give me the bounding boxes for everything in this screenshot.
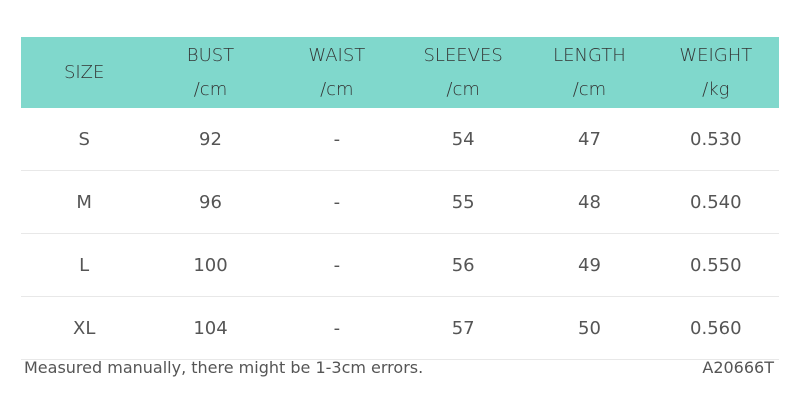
table-cell: 100 bbox=[193, 254, 228, 276]
table-row: L 100 - 56 49 0.550 bbox=[21, 234, 779, 297]
table-cell: 56 bbox=[451, 254, 475, 276]
column-unit: /cm bbox=[193, 78, 228, 100]
table-cell: S bbox=[78, 128, 90, 150]
measurement-note: Measured manually, there might be 1-3cm … bbox=[24, 358, 424, 377]
product-code: A20666T bbox=[702, 358, 774, 377]
column-unit: /cm bbox=[320, 78, 354, 100]
table-cell: 0.540 bbox=[690, 191, 742, 213]
footer: Measured manually, there might be 1-3cm … bbox=[24, 358, 774, 377]
table-cell: 104 bbox=[193, 317, 228, 339]
table-cell: 55 bbox=[451, 191, 475, 213]
table-body: S 92 - 54 47 0.530 M 96 - 55 48 0.540 L 100 - 56 49 0.550… bbox=[21, 108, 779, 360]
column-label: SLEEVES bbox=[423, 44, 503, 66]
column-header: WAIST/cm bbox=[274, 37, 400, 108]
table-cell: 47 bbox=[578, 128, 601, 150]
table-cell: - bbox=[333, 317, 341, 339]
table-cell: 57 bbox=[451, 317, 475, 339]
column-header: BUST/cm bbox=[147, 37, 273, 108]
table-cell: 92 bbox=[199, 128, 222, 150]
column-label: BUST bbox=[186, 44, 235, 66]
size-chart-table: SIZE BUST/cm WAIST/cm SLEEVES/cm LENGTH/cm WE… bbox=[21, 37, 779, 360]
column-header: WEIGHT/kg bbox=[653, 37, 779, 108]
table-cell: 0.560 bbox=[690, 317, 742, 339]
column-unit: /cm bbox=[572, 78, 607, 100]
table-cell: 54 bbox=[451, 128, 475, 150]
column-header: LENGTH/cm bbox=[526, 37, 652, 108]
column-header: SIZE bbox=[21, 37, 147, 108]
column-label: LENGTH bbox=[553, 44, 626, 66]
table-cell: - bbox=[333, 254, 341, 276]
table-cell: 50 bbox=[578, 317, 601, 339]
table-cell: 96 bbox=[199, 191, 222, 213]
table-cell: - bbox=[333, 128, 341, 150]
table-cell: 0.550 bbox=[690, 254, 742, 276]
column-header: SLEEVES/cm bbox=[400, 37, 526, 108]
table-cell: XL bbox=[72, 317, 96, 339]
column-unit: /kg bbox=[702, 78, 730, 100]
table-header: SIZE BUST/cm WAIST/cm SLEEVES/cm LENGTH/cm WE… bbox=[21, 37, 779, 108]
column-unit: /cm bbox=[446, 78, 480, 100]
column-label: WAIST bbox=[308, 44, 366, 66]
column-label: SIZE bbox=[63, 61, 105, 83]
table-cell: 49 bbox=[578, 254, 601, 276]
table-cell: 48 bbox=[578, 191, 601, 213]
table-row: S 92 - 54 47 0.530 bbox=[21, 108, 779, 171]
table-row: XL 104 - 57 50 0.560 bbox=[21, 297, 779, 360]
table-row: M 96 - 55 48 0.540 bbox=[21, 171, 779, 234]
column-label: WEIGHT bbox=[679, 44, 753, 66]
table-cell: L bbox=[79, 254, 90, 276]
table-cell: 0.530 bbox=[690, 128, 742, 150]
table-cell: M bbox=[76, 191, 92, 213]
table-cell: - bbox=[333, 191, 341, 213]
